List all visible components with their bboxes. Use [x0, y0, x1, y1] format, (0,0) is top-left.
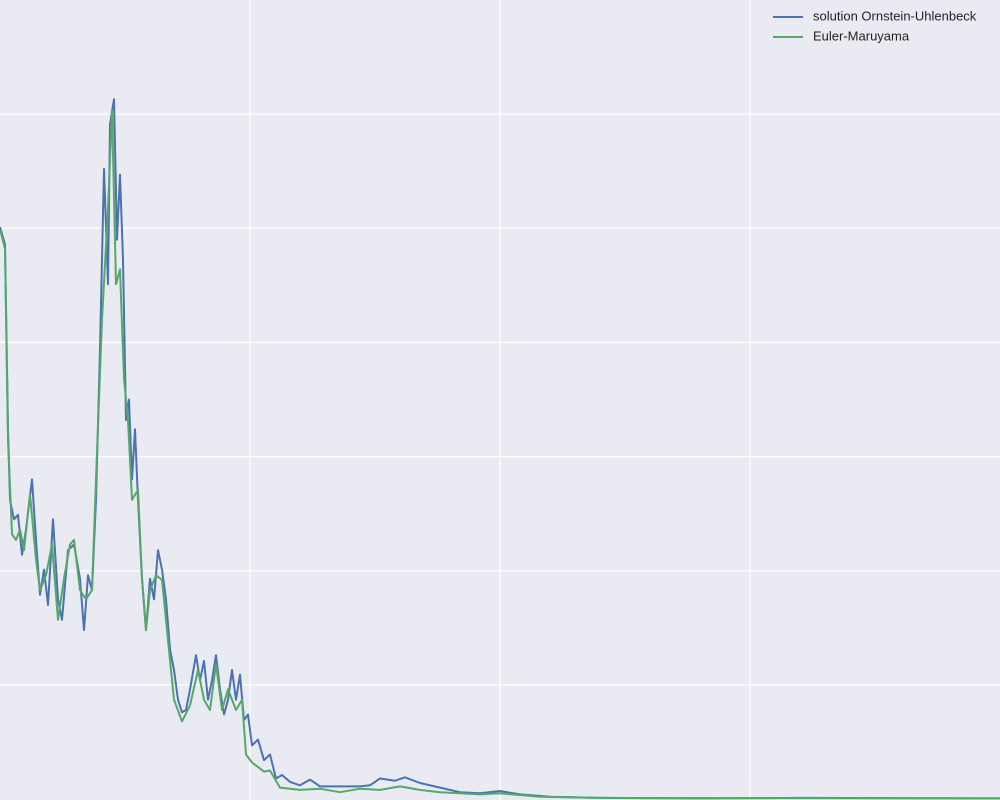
data-line — [0, 98, 1000, 800]
legend-label: solution Ornstein-Uhlenbeck — [813, 8, 977, 23]
legend-label: Euler-Maruyama — [813, 28, 910, 43]
data-line — [0, 108, 1000, 800]
